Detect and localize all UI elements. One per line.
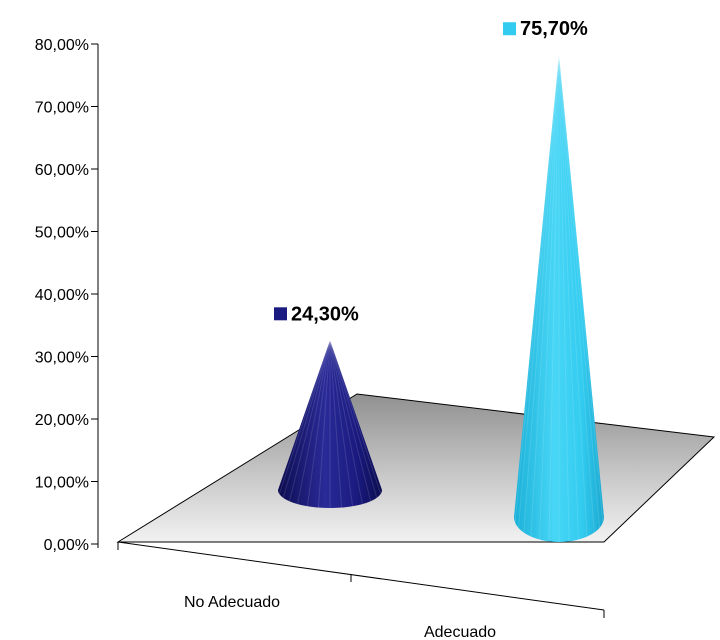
cone-facet-line bbox=[514, 55, 560, 523]
cone-facet-line bbox=[329, 340, 382, 495]
y-tick-label: 0,00% bbox=[44, 537, 89, 554]
cone-facet-line bbox=[297, 340, 331, 505]
data-label-no-adecuado: 24,30% bbox=[291, 303, 359, 325]
y-tick-label: 80,00% bbox=[35, 37, 89, 54]
cone-facet-line bbox=[523, 55, 560, 533]
data-label-adecuado: 75,70% bbox=[520, 18, 588, 40]
cone-facet-line bbox=[558, 55, 588, 537]
cone-body-adecuado bbox=[514, 55, 604, 542]
cone-adecuado: 75,70% bbox=[503, 18, 604, 542]
cone-facet-line bbox=[329, 340, 372, 502]
cones-group: 24,30% 75,70% bbox=[274, 18, 604, 542]
cone-facet-line bbox=[329, 340, 354, 507]
cone-facet-line bbox=[530, 55, 560, 537]
cone-facet-line bbox=[517, 55, 560, 528]
data-label-marker-adecuado bbox=[503, 22, 516, 36]
cone-facet-line bbox=[558, 55, 570, 542]
cone-facet-line bbox=[329, 340, 343, 508]
y-tick-label: 10,00% bbox=[35, 475, 89, 492]
cone-facet-line bbox=[306, 340, 331, 507]
data-label-marker-no-adecuado bbox=[274, 307, 287, 321]
chart-floor bbox=[118, 394, 714, 542]
cone-body-no-adecuado bbox=[278, 340, 382, 508]
cone-facet-line bbox=[317, 340, 331, 508]
y-tick-label: 40,00% bbox=[35, 287, 89, 304]
y-tick-label: 20,00% bbox=[35, 412, 89, 429]
cone-facet-line bbox=[558, 55, 595, 533]
category-axis-line bbox=[117, 541, 605, 611]
y-axis-ticks: 0,00% 10,00% 20,00% 30,00% 40,00% 50,00% 60,00… bbox=[35, 37, 98, 554]
cone-facet-line bbox=[278, 340, 331, 495]
floor-outline bbox=[116, 393, 716, 543]
cone-facet-line bbox=[548, 55, 560, 542]
category-label-no-adecuado: No Adecuado bbox=[184, 594, 280, 611]
y-tick-label: 70,00% bbox=[35, 100, 89, 117]
cone-facet-line bbox=[329, 340, 378, 498]
y-tick-label: 60,00% bbox=[35, 162, 89, 179]
cone-facet-line bbox=[538, 55, 560, 540]
cone-facet-line bbox=[282, 340, 331, 498]
cone-facet-line bbox=[329, 340, 363, 505]
category-label-adecuado: Adecuado bbox=[424, 624, 496, 640]
cone-facet-line bbox=[558, 55, 604, 523]
cone-facet-line bbox=[558, 55, 601, 528]
cone-facet-line bbox=[558, 55, 580, 540]
y-tick-label: 30,00% bbox=[35, 350, 89, 367]
y-tick-label: 50,00% bbox=[35, 225, 89, 242]
cone-no-adecuado: 24,30% bbox=[274, 303, 382, 508]
cone-facet-line bbox=[288, 340, 331, 502]
